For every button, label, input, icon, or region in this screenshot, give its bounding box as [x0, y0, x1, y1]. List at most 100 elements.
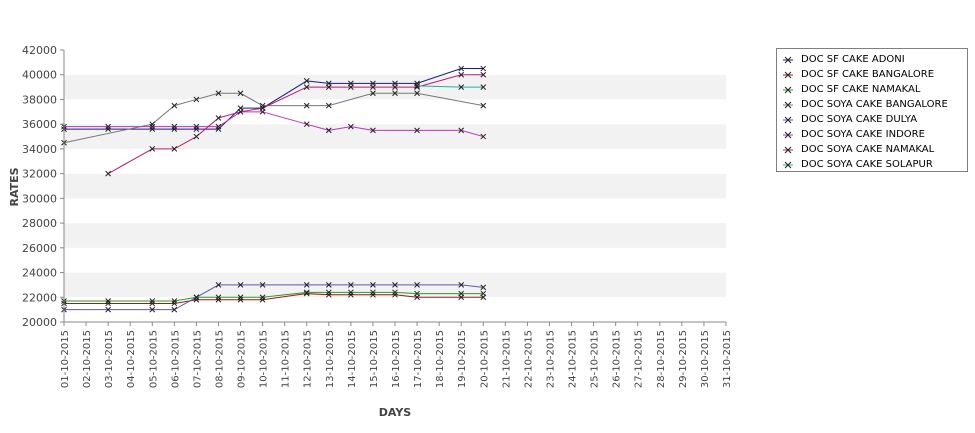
grid-band: [64, 99, 726, 125]
x-tick-label: 21-10-2015: [501, 330, 512, 388]
data-point: [392, 90, 398, 97]
data-point: [215, 126, 222, 132]
data-point: [303, 282, 310, 288]
data-point: [237, 282, 244, 288]
x-tick-label: 01-10-2015: [60, 330, 71, 388]
grid-band: [64, 223, 726, 248]
series-2: [61, 289, 487, 304]
data-point: [348, 123, 354, 130]
data-point: [392, 289, 398, 296]
data-point: [259, 294, 266, 301]
data-point: [370, 282, 376, 288]
y-tick-label: 34000: [22, 143, 57, 156]
legend-item: DOC SOYA CAKE SOLAPUR: [777, 158, 967, 173]
x-tick-label: 24-10-2015: [568, 330, 579, 388]
data-point: [193, 294, 200, 301]
data-point: [215, 90, 222, 97]
legend-label: DOC SOYA CAKE SOLAPUR: [801, 159, 933, 170]
series-3: [61, 90, 487, 146]
data-point: [171, 298, 178, 304]
data-point: [303, 84, 310, 90]
x-tick-label: 12-10-2015: [303, 330, 314, 388]
x-tick-label: 28-10-2015: [656, 330, 667, 388]
data-point: [480, 284, 487, 291]
data-point: [259, 282, 266, 288]
series-7: [414, 83, 487, 90]
legend-label: DOC SF CAKE ADONI: [801, 54, 905, 65]
data-point: [370, 127, 376, 134]
x-tick-label: 04-10-2015: [126, 330, 137, 388]
x-axis-label: DAYS: [379, 406, 412, 419]
data-point: [171, 123, 178, 130]
data-point: [237, 296, 244, 303]
legend-marker-icon: [783, 161, 793, 169]
data-point: [325, 102, 332, 109]
data-point: [480, 133, 487, 140]
data-point: [458, 65, 465, 72]
legend-label: DOC SOYA CAKE INDORE: [801, 129, 925, 140]
x-tick-label: 30-10-2015: [700, 330, 711, 388]
axes: 20000 22000 24000 26000 28000 30000 32000 34000…: [22, 44, 733, 388]
data-point: [237, 90, 244, 97]
data-point: [193, 133, 200, 140]
series-5: [61, 108, 487, 140]
legend-marker-icon: [783, 101, 793, 109]
legend-item: DOC SOYA CAKE NAMAKAL: [777, 143, 967, 158]
data-point: [105, 170, 111, 177]
legend-marker-icon: [783, 86, 793, 94]
data-point: [348, 291, 354, 298]
x-tick-label: 29-10-2015: [678, 330, 689, 388]
x-tick-label: 23-10-2015: [545, 330, 556, 388]
data-point: [171, 300, 178, 307]
data-point: [325, 84, 332, 90]
y-tick-label: 28000: [22, 217, 57, 230]
data-point: [370, 289, 376, 296]
data-point: [325, 291, 332, 298]
data-point: [348, 289, 354, 296]
grid-band: [64, 198, 726, 224]
x-tick-label: 13-10-2015: [325, 330, 336, 388]
data-point: [215, 123, 222, 130]
grid-band: [64, 50, 726, 75]
legend-label: DOC SOYA CAKE BANGALORE: [801, 99, 948, 110]
x-tick-label: 06-10-2015: [170, 330, 181, 388]
series-line: [64, 293, 484, 304]
data-point: [237, 294, 244, 301]
data-point: [458, 290, 465, 297]
series-line: [64, 68, 484, 130]
data-point: [193, 123, 200, 130]
data-point: [458, 71, 465, 78]
x-tick-label: 11-10-2015: [281, 330, 292, 388]
x-tick-label: 25-10-2015: [590, 330, 601, 388]
data-point: [480, 102, 487, 109]
data-point: [171, 126, 178, 132]
series-layer: [61, 65, 487, 313]
data-point: [215, 294, 222, 301]
y-tick-label: 32000: [22, 168, 57, 181]
data-point: [370, 84, 376, 90]
data-point: [303, 289, 310, 296]
data-point: [370, 90, 376, 97]
x-tick-label: 02-10-2015: [82, 330, 93, 388]
data-point: [193, 126, 200, 132]
legend-marker-icon: [783, 56, 793, 64]
x-tick-label: 18-10-2015: [435, 330, 446, 388]
legend-label: DOC SOYA CAKE DULYA: [801, 114, 918, 125]
data-point: [149, 298, 156, 304]
y-tick-label: 20000: [22, 316, 57, 329]
data-point: [325, 282, 332, 288]
data-point: [348, 84, 354, 90]
data-point: [215, 282, 222, 288]
data-point: [392, 291, 398, 298]
grid-band: [64, 148, 726, 174]
data-point: [105, 298, 111, 304]
y-tick-label: 38000: [22, 93, 57, 106]
data-point: [325, 289, 332, 296]
data-point: [458, 127, 465, 134]
x-tick-label: 27-10-2015: [634, 330, 645, 388]
y-tick-label: 36000: [22, 118, 57, 131]
x-tick-label: 16-10-2015: [391, 330, 402, 388]
x-tick-label: 03-10-2015: [104, 330, 115, 388]
data-point: [105, 126, 111, 132]
